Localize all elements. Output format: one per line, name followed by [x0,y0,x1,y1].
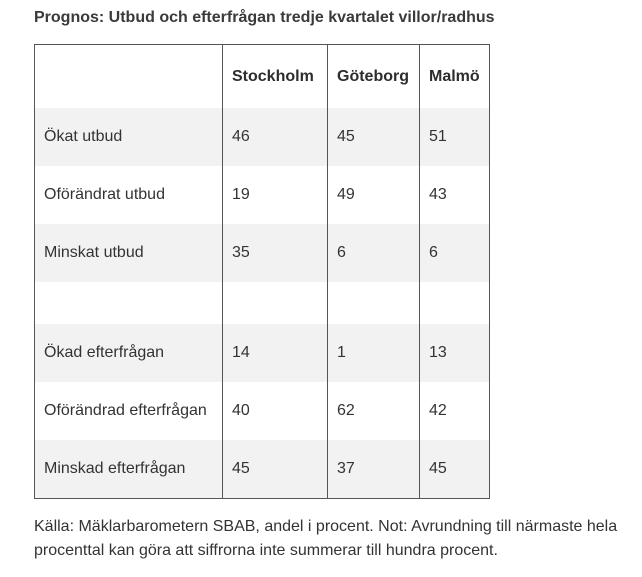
row-label: Minskad efterfrågan [34,440,223,499]
cell-malmo: 45 [419,440,490,499]
table-row: Ökat utbud 46 45 51 [34,108,490,166]
cell-malmo [419,282,490,324]
cell-stockholm: 46 [222,108,328,166]
table-header-row: Stockholm Göteborg Malmö [35,44,490,109]
cell-malmo: 51 [419,108,490,166]
table-row: Oförändrad efterfrågan 40 62 42 [35,382,490,440]
cell-malmo: 6 [419,224,490,282]
cell-goteborg [327,282,420,324]
row-label [35,282,223,324]
table-row: Minskat utbud 35 6 6 [34,224,490,282]
cell-goteborg: 6 [327,224,420,282]
table-row: Minskad efterfrågan 45 37 45 [34,440,490,499]
cell-goteborg: 62 [327,382,420,440]
header-goteborg: Göteborg [327,44,420,108]
cell-malmo: 13 [419,324,490,382]
cell-stockholm: 45 [222,440,328,499]
cell-goteborg: 1 [327,324,420,382]
cell-stockholm [222,282,328,324]
row-label: Oförändrat utbud [44,186,165,203]
cell-stockholm: 35 [222,224,328,282]
cell-goteborg: 37 [327,440,420,499]
header-stockholm: Stockholm [222,44,328,108]
cell-malmo: 43 [419,166,490,224]
table-spacer-row [35,282,490,324]
row-label: Ökat utbud [34,108,223,166]
cell-stockholm: 19 [222,166,328,224]
cell-stockholm: 40 [222,382,328,440]
row-label: Minskat utbud [34,224,223,282]
row-label: Oförändrad efterfrågan [44,402,207,419]
table-row: Oförändrat utbud 19 49 43 [35,166,490,224]
header-malmo: Malmö [419,44,490,108]
table-title: Prognos: Utbud och efterfrågan tredje kv… [34,9,495,26]
cell-malmo: 42 [419,382,490,440]
forecast-table: Stockholm Göteborg Malmö Ökat utbud 46 4… [34,44,490,499]
cell-stockholm: 14 [222,324,328,382]
cell-goteborg: 45 [327,108,420,166]
header-empty [35,45,223,109]
table-row: Ökad efterfrågan 14 1 13 [34,324,490,382]
cell-goteborg: 49 [327,166,420,224]
row-label: Ökad efterfrågan [34,324,223,382]
source-note: Källa: Mäklarbarometern SBAB, andel i pr… [34,518,618,559]
